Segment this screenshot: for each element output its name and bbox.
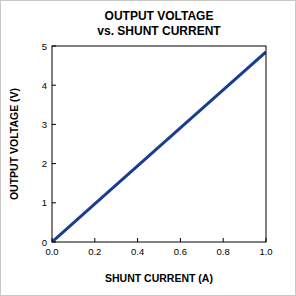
x-tick [94, 238, 95, 242]
chart: OUTPUT VOLTAGEvs. SHUNT CURRENT SHUNT CUR… [0, 0, 296, 296]
x-tick [180, 238, 181, 242]
y-tick-label: 4 [42, 80, 47, 91]
subtitle: vs. SHUNT CURRENT [97, 24, 221, 38]
y-axis-label: OUTPUT VOLTAGE (V) [8, 88, 20, 200]
y-tick-label: 0 [42, 237, 47, 248]
x-tick [223, 238, 224, 242]
x-tick-label: 0.4 [131, 246, 144, 257]
x-tick-label: 0.0 [45, 246, 58, 257]
title: OUTPUT VOLTAGE [105, 9, 214, 23]
y-tick-label: 3 [42, 119, 47, 130]
data-line [52, 52, 266, 242]
x-tick-label: 0.6 [174, 246, 187, 257]
y-tick-label: 2 [42, 158, 47, 169]
y-tick-label: 1 [42, 197, 47, 208]
y-tick-label: 5 [42, 41, 47, 52]
y-tick [52, 202, 56, 203]
y-tick [52, 124, 56, 125]
x-axis-label: SHUNT CURRENT (A) [105, 272, 213, 284]
x-tick-label: 0.2 [88, 246, 101, 257]
plot-area [52, 52, 266, 242]
x-tick-label: 1.0 [259, 246, 272, 257]
plot-frame [52, 46, 266, 242]
x-tick-label: 0.8 [217, 246, 230, 257]
y-tick [52, 85, 56, 86]
y-tick [52, 163, 56, 164]
outer-border [1, 1, 296, 296]
x-tick [137, 238, 138, 242]
